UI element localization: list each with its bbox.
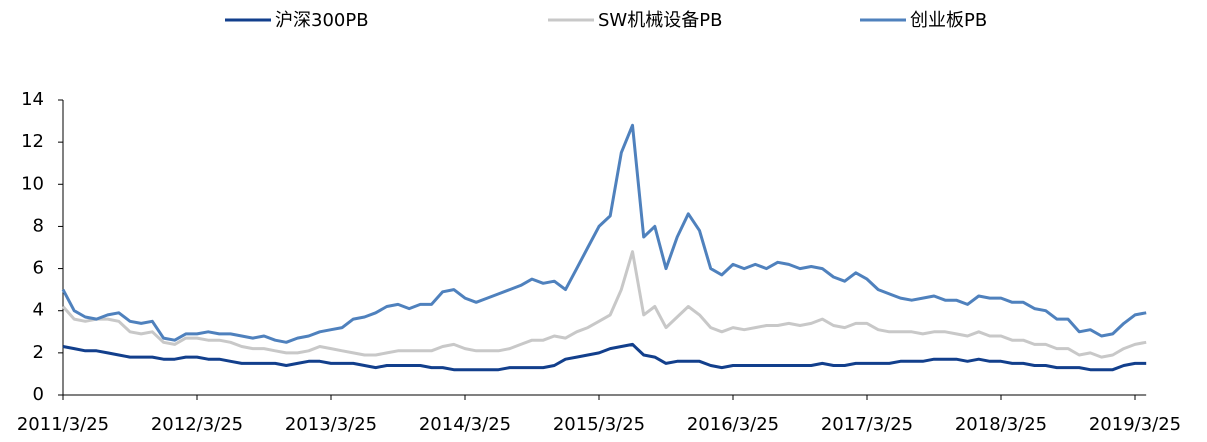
x-tick-label: 2011/3/25	[17, 414, 109, 435]
legend-label: 创业板PB	[910, 10, 987, 31]
x-tick-label: 2019/3/25	[1089, 414, 1181, 435]
x-tick-label: 2018/3/25	[955, 414, 1047, 435]
legend-label: SW机械设备PB	[598, 10, 722, 31]
y-tick-label: 4	[33, 300, 44, 321]
y-tick-label: 14	[21, 89, 44, 110]
y-tick-label: 6	[33, 258, 44, 279]
y-tick-label: 0	[33, 384, 44, 405]
x-tick-label: 2017/3/25	[821, 414, 913, 435]
y-tick-label: 2	[33, 342, 44, 363]
x-tick-label: 2016/3/25	[687, 414, 779, 435]
x-tick-label: 2014/3/25	[419, 414, 511, 435]
x-tick-label: 2012/3/25	[151, 414, 243, 435]
series-line	[61, 250, 1147, 359]
x-tick-label: 2013/3/25	[285, 414, 377, 435]
y-tick-label: 10	[21, 173, 44, 194]
legend-label: 沪深300PB	[275, 10, 369, 31]
x-tick-label: 2015/3/25	[553, 414, 645, 435]
series-line	[61, 123, 1147, 344]
y-tick-label: 12	[21, 131, 44, 152]
y-tick-label: 8	[33, 215, 44, 236]
series-line	[62, 342, 1147, 372]
